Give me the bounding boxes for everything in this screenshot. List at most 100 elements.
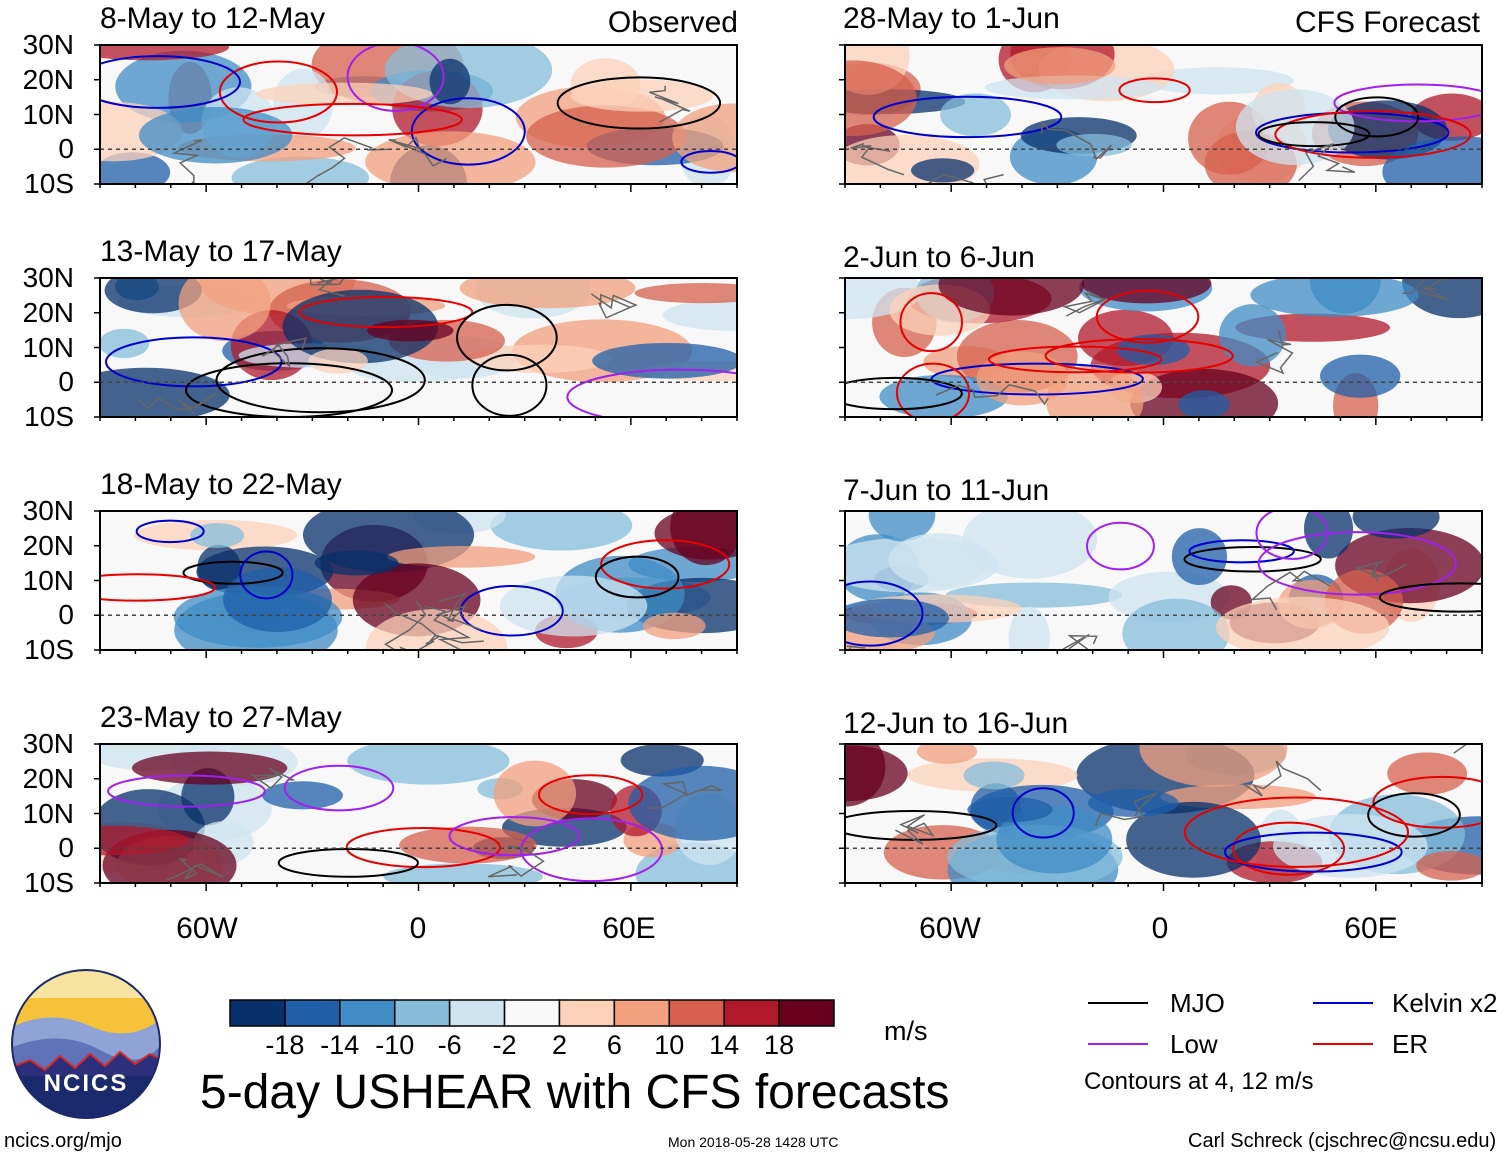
shear-anomaly-blob xyxy=(642,612,706,640)
y-tick-label: 10N xyxy=(22,331,74,363)
shear-anomaly-blob xyxy=(1387,752,1468,795)
footer-author: Carl Schreck (cjschrec@ncsu.edu) xyxy=(1188,1130,1497,1152)
shear-anomaly-blob xyxy=(1087,788,1179,817)
kelvin-contour xyxy=(1188,539,1295,564)
shear-anomaly-blob xyxy=(383,863,544,883)
legend-line-mjo xyxy=(1088,1002,1148,1004)
shear-anomaly-blob xyxy=(1178,390,1230,417)
y-tick-label: 20N xyxy=(22,762,74,794)
kelvin-contour xyxy=(239,550,294,600)
er-contour xyxy=(1118,77,1191,104)
shear-anomaly-blob xyxy=(634,283,737,304)
kelvin-contour xyxy=(680,150,737,174)
colorbar-tick-label: 14 xyxy=(709,1030,740,1060)
y-tick-label: 10N xyxy=(22,564,74,596)
shear-anomaly-blob xyxy=(1250,278,1419,317)
mjo-contour xyxy=(1183,545,1322,573)
low-contour xyxy=(1257,531,1457,596)
mjo-contour xyxy=(845,376,963,411)
shear-anomaly-blob xyxy=(1139,744,1288,787)
shear-anomaly-blob xyxy=(190,522,245,548)
shear-anomaly-blob xyxy=(938,278,1085,316)
shear-anomaly-blob xyxy=(654,511,737,560)
forecast-map xyxy=(839,277,1483,425)
y-tick-label: 10N xyxy=(22,797,74,829)
shear-anomaly-blob xyxy=(845,60,917,137)
shear-anomaly-blob xyxy=(916,744,978,764)
kelvin-contour xyxy=(845,580,924,647)
y-tick-label: 0 xyxy=(58,832,74,864)
shear-anomaly-blob xyxy=(1008,606,1050,650)
er-contour xyxy=(987,345,1163,374)
coastlines xyxy=(171,85,691,184)
cfs-forecast-label: CFS Forecast xyxy=(1294,6,1480,39)
shear-anomaly-blob xyxy=(1219,304,1286,367)
shear-anomaly-blob xyxy=(1303,511,1354,559)
coastlines xyxy=(895,744,1478,845)
colorbar-swatch xyxy=(229,999,286,1027)
panel-title: 28-May to 1-Jun xyxy=(843,2,1060,35)
y-tick-label: 0 xyxy=(58,599,74,631)
colorbar-swatch xyxy=(723,999,780,1027)
colorbar-tick-label: 10 xyxy=(654,1030,685,1060)
panel-title: 23-May to 27-May xyxy=(100,701,342,734)
er-contour xyxy=(1372,775,1482,829)
shear-anomaly-blob xyxy=(845,598,949,638)
panel-title: 12-Jun to 16-Jun xyxy=(843,707,1069,740)
colorbar-tick-label: 18 xyxy=(764,1030,795,1060)
low-contour xyxy=(346,45,445,112)
x-tick-label: 60E xyxy=(602,912,656,945)
low-contour xyxy=(107,774,266,808)
shear-anomaly-blob xyxy=(499,575,648,637)
colorbar-swatch xyxy=(503,999,561,1027)
legend-line-low xyxy=(1088,1043,1148,1045)
er-contour xyxy=(242,102,463,137)
colorbar-swatch xyxy=(778,999,835,1027)
legend-label-low: Low xyxy=(1170,1029,1218,1059)
shear-anomaly-blob xyxy=(526,105,687,168)
colorbar-tick-label: -18 xyxy=(265,1030,305,1060)
forecast-map xyxy=(839,743,1483,891)
x-tick-label: 0 xyxy=(409,912,427,945)
y-tick-label: 10S xyxy=(24,168,74,199)
colorbar-tick-label: -6 xyxy=(437,1030,462,1060)
observed-map xyxy=(94,277,738,425)
chart-title: 5-day USHEAR with CFS forecasts xyxy=(200,1066,950,1119)
shear-anomaly-blob xyxy=(940,93,1012,137)
y-tick-label: 0 xyxy=(58,133,74,165)
units-label: m/s xyxy=(884,1016,928,1046)
mjo-contour xyxy=(1334,96,1420,138)
coastlines xyxy=(850,120,1356,184)
er-contour xyxy=(298,296,474,329)
shear-anomaly-blob xyxy=(1056,133,1132,157)
shear-anomaly-blob xyxy=(672,103,737,173)
shear-anomaly-blob xyxy=(1320,354,1401,398)
shear-anomaly-blob xyxy=(314,550,399,576)
coastlines xyxy=(137,278,638,415)
legend-line-kelvin xyxy=(1313,1002,1373,1004)
observed-map xyxy=(94,743,738,891)
contour-note: Contours at 4, 12 m/s xyxy=(1084,1068,1314,1095)
er-contour xyxy=(899,292,963,353)
colorbar xyxy=(229,999,835,1027)
y-tick-label: 20N xyxy=(22,529,74,561)
kelvin-contour xyxy=(100,55,241,109)
panel-title: 8-May to 12-May xyxy=(100,2,326,35)
shear-anomaly-blob xyxy=(984,75,1163,100)
kelvin-contour xyxy=(104,336,283,388)
logo-icon xyxy=(11,969,161,1119)
colorbar-tick-label: 2 xyxy=(551,1030,567,1060)
shear-anomaly-blob xyxy=(628,765,737,841)
y-tick-label: 20N xyxy=(22,63,74,95)
er-contour xyxy=(600,539,731,590)
mjo-contour xyxy=(556,76,722,130)
kelvin-contour xyxy=(135,519,205,544)
panel-title: 13-May to 17-May xyxy=(100,235,342,268)
x-tick-label: 60W xyxy=(919,912,981,945)
y-tick-label: 20N xyxy=(22,296,74,328)
kelvin-contour xyxy=(1223,831,1403,873)
shear-anomaly-blob xyxy=(231,156,370,184)
y-tick-label: 10N xyxy=(22,98,74,130)
shear-anomaly-blob xyxy=(879,374,1008,417)
shear-anomaly-blob xyxy=(255,82,433,106)
